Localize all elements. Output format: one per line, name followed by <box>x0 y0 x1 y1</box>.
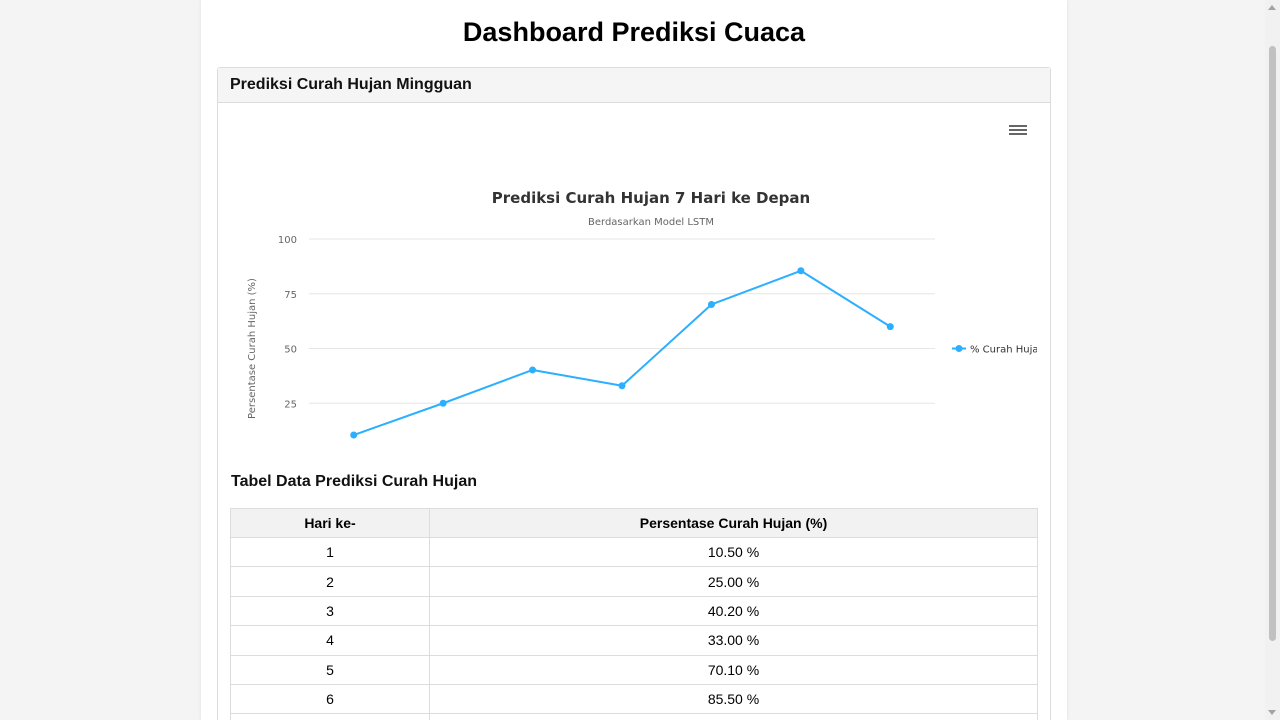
table-cell-day: 5 <box>230 654 430 685</box>
table-row: 5 70.10 % <box>230 654 1038 685</box>
table-cell-day: 1 <box>230 536 430 568</box>
data-point <box>886 323 894 331</box>
y-tick-label: 75 <box>284 290 297 301</box>
y-tick-label: 50 <box>284 345 297 356</box>
y-tick-label: 100 <box>278 235 297 246</box>
table-header-percentage: Persentase Curah Hujan (%) <box>429 508 1038 538</box>
chart-container: Prediksi Curah Hujan 7 Hari ke Depan Berd… <box>231 113 1037 453</box>
scroll-up-arrow-icon[interactable] <box>1268 5 1276 10</box>
page-container: Dashboard Prediksi Cuaca Prediksi Curah … <box>201 0 1067 720</box>
data-point <box>529 366 537 374</box>
card-header: Prediksi Curah Hujan Mingguan <box>218 68 1050 103</box>
table-cell-percentage: 10.50 % <box>429 536 1038 568</box>
table-cell-percentage: 85.50 % <box>429 683 1038 715</box>
table-cell-day: 3 <box>230 595 430 627</box>
page-title: Dashboard Prediksi Cuaca <box>462 17 806 47</box>
table-row: 4 33.00 % <box>230 625 1038 656</box>
table-cell-percentage: 40.20 % <box>429 595 1038 627</box>
table-cell-percentage <box>429 713 1038 720</box>
data-point <box>707 300 715 308</box>
table-cell-percentage: 25.00 % <box>429 566 1038 597</box>
data-point <box>797 267 805 275</box>
table-header-row: Hari ke- Persentase Curah Hujan (%) <box>230 508 1038 538</box>
data-point <box>618 382 626 390</box>
data-point <box>350 431 358 439</box>
rainfall-card: Prediksi Curah Hujan Mingguan Prediksi C… <box>217 67 1051 720</box>
table-cell-day: 2 <box>230 566 430 597</box>
scroll-down-arrow-icon[interactable] <box>1268 710 1276 715</box>
table-title: Tabel Data Prediksi Curah Hujan <box>231 473 477 490</box>
scrollbar-thumb[interactable] <box>1269 46 1276 641</box>
data-point <box>439 399 447 407</box>
vertical-scrollbar[interactable] <box>1265 0 1280 720</box>
y-axis-title: Persentase Curah Hujan (%) <box>247 278 258 419</box>
table-cell-percentage: 33.00 % <box>429 625 1038 656</box>
legend-label: % Curah Hujan <box>970 345 1037 356</box>
table-row: 3 40.20 % <box>230 595 1038 627</box>
table-row: 1 10.50 % <box>230 536 1038 568</box>
table-cell-day: 6 <box>230 683 430 715</box>
table-cell-day <box>230 713 430 720</box>
table-cell-percentage: 70.10 % <box>429 654 1038 685</box>
line-chart: Prediksi Curah Hujan 7 Hari ke Depan Berd… <box>247 189 1037 439</box>
table-row: 2 25.00 % <box>230 566 1038 597</box>
table-row: 6 85.50 % <box>230 683 1038 715</box>
chart-subtitle: Berdasarkan Model LSTM <box>588 217 714 228</box>
chart-title: Prediksi Curah Hujan 7 Hari ke Depan <box>492 189 810 207</box>
hamburger-menu-icon[interactable] <box>1009 123 1027 139</box>
table-header-day: Hari ke- <box>230 508 430 538</box>
table-row <box>230 713 1038 720</box>
table-cell-day: 4 <box>230 625 430 656</box>
legend-marker <box>955 345 963 352</box>
prediction-table: Hari ke- Persentase Curah Hujan (%) 1 10… <box>230 508 1038 720</box>
y-tick-label: 25 <box>284 399 297 410</box>
series-line <box>353 269 891 436</box>
